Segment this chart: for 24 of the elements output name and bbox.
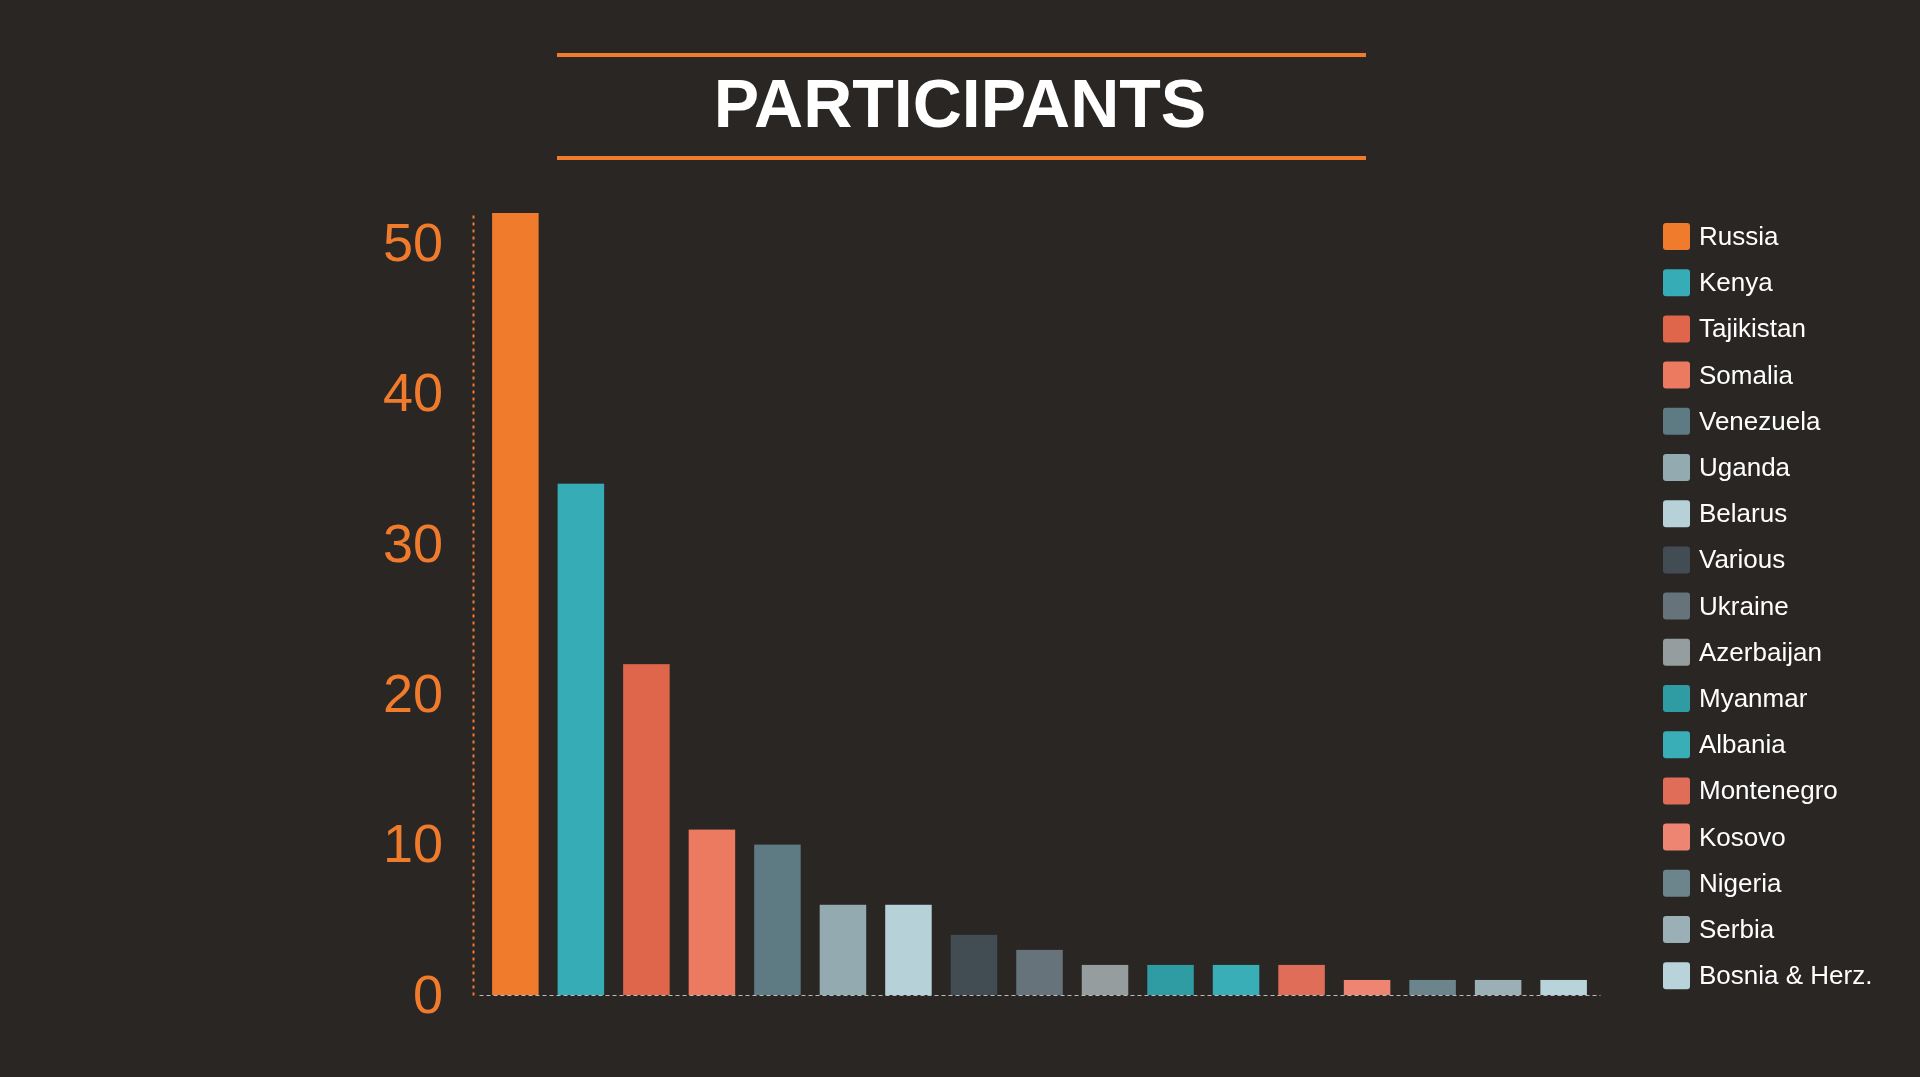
legend-label: Belarus	[1699, 498, 1788, 529]
legend-label: Kenya	[1699, 267, 1774, 298]
legend-label: Venezuela	[1699, 405, 1821, 436]
y-tick-label: 20	[382, 663, 443, 724]
legend-label: Serbia	[1699, 914, 1775, 944]
y-tick-label: 30	[382, 512, 443, 573]
legend-label: Bosnia & Herz.	[1699, 960, 1873, 991]
legend-label: Uganda	[1699, 452, 1791, 482]
y-tick-label: 50	[382, 211, 443, 272]
legend-label: Ukraine	[1699, 590, 1789, 621]
legend-label: Somalia	[1699, 359, 1794, 390]
legend-label: Montenegro	[1699, 775, 1838, 806]
legend-label: Kosovo	[1699, 821, 1786, 852]
legend-label: Albania	[1699, 729, 1787, 760]
chart-title: PARTICIPANTS	[713, 65, 1207, 141]
legend-label: Nigeria	[1699, 867, 1782, 898]
legend-label: Tajikistan	[1699, 313, 1806, 344]
legend-label: Russia	[1699, 221, 1780, 251]
legend-label: Azerbaijan	[1699, 636, 1822, 667]
legend-label: Various	[1699, 544, 1786, 575]
y-tick-label: 0	[412, 963, 443, 1024]
y-tick-label: 40	[382, 362, 443, 423]
y-tick-label: 10	[382, 813, 443, 874]
legend-label: Myanmar	[1699, 683, 1808, 713]
